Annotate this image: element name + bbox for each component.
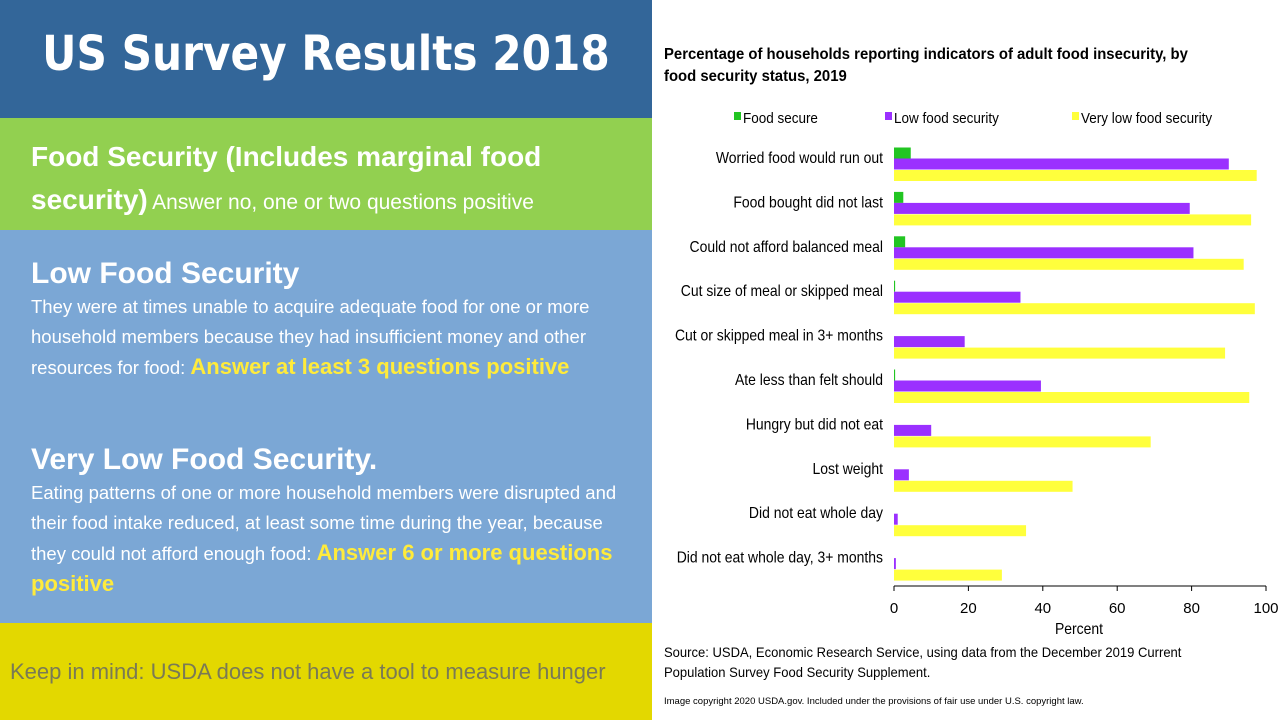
category-label-food-bought-did-not-last: Food bought did not last	[733, 195, 883, 212]
legend-swatch-food-secure	[734, 112, 741, 120]
x-tick-label-0: 0	[890, 600, 898, 617]
very-low-food-security-body: Eating patterns of one or more household…	[31, 482, 617, 564]
footer-note: Keep in mind: USDA does not have a tool …	[10, 659, 606, 684]
very-low-food-security-highlight: Answer 6 or more questions positive	[31, 540, 613, 596]
bar-very-low-food-security-cut-size-of-meal-or-skipped-meal	[894, 303, 1255, 315]
chart-copyright: Image copyright 2020 USDA.gov. Included …	[664, 696, 1084, 707]
category-label-worried-food-would-run-out: Worried food would run out	[716, 150, 883, 167]
bar-very-low-food-security-did-not-eat-whole-day-3-months	[894, 569, 1002, 581]
definitions-panel: Low Food Security They were at times una…	[0, 230, 652, 623]
bar-very-low-food-security-ate-less-than-felt-should	[894, 392, 1250, 403]
legend-swatch-low-food-security	[885, 112, 892, 120]
bar-very-low-food-security-cut-or-skipped-meal-in-3-months	[894, 347, 1226, 359]
bar-very-low-food-security-could-not-afford-balanced-meal	[894, 258, 1244, 270]
category-label-hungry-but-did-not-eat: Hungry but did not eat	[746, 417, 883, 434]
food-security-heading: Food Security (Includes marginal food se…	[31, 141, 542, 215]
food-security-note: Answer no, one or two questions positive	[152, 191, 534, 214]
bar-chart: Food secure Low food security Very low foo…	[675, 110, 1279, 638]
low-food-security-body: They were at times unable to acquire ade…	[31, 296, 590, 378]
x-tick-label-40: 40	[1034, 600, 1051, 617]
category-label-cut-or-skipped-meal-in-3-months: Cut or skipped meal in 3+ months	[675, 328, 883, 345]
bar-low-food-security-cut-or-skipped-meal-in-3-months	[894, 336, 965, 348]
bar-very-low-food-security-food-bought-did-not-last	[894, 214, 1252, 226]
footer-panel: Keep in mind: USDA does not have a tool …	[0, 623, 652, 720]
category-label-ate-less-than-felt-should: Ate less than felt should	[735, 372, 883, 389]
chart-source: Source: USDA, Economic Research Service,…	[664, 644, 1182, 680]
bar-low-food-security-cut-size-of-meal-or-skipped-meal	[894, 291, 1021, 303]
very-low-food-security-section: Very Low Food Security. Eating patterns …	[31, 442, 631, 600]
bar-low-food-security-could-not-afford-balanced-meal	[894, 247, 1194, 259]
x-tick-label-20: 20	[960, 600, 977, 617]
bar-low-food-security-did-not-eat-whole-day	[894, 513, 898, 525]
category-label-cut-size-of-meal-or-skipped-meal: Cut size of meal or skipped meal	[681, 284, 883, 301]
bar-very-low-food-security-lost-weight	[894, 480, 1073, 492]
bar-food-secure-food-bought-did-not-last	[894, 191, 904, 203]
legend-swatch-very-low-food-security	[1072, 112, 1079, 120]
bar-low-food-security-ate-less-than-felt-should	[894, 380, 1041, 392]
bar-low-food-security-hungry-but-did-not-eat	[894, 424, 932, 436]
chart-title: Percentage of households reporting indic…	[664, 46, 1188, 85]
legend-label-very-low-food-security: Very low food security	[1081, 110, 1213, 127]
low-food-security-heading: Low Food Security	[31, 257, 300, 290]
food-security-panel: Food Security (Includes marginal food se…	[0, 118, 652, 230]
bar-food-secure-could-not-afford-balanced-meal	[894, 236, 906, 248]
x-tick-label-100: 100	[1253, 600, 1278, 617]
category-label-did-not-eat-whole-day: Did not eat whole day	[749, 506, 884, 523]
bar-food-secure-cut-size-of-meal-or-skipped-meal	[894, 280, 896, 292]
bar-very-low-food-security-worried-food-would-run-out	[894, 170, 1257, 181]
x-tick-label-80: 80	[1183, 600, 1200, 617]
category-label-could-not-afford-balanced-meal: Could not afford balanced meal	[690, 239, 883, 256]
legend-label-low-food-security: Low food security	[894, 110, 1000, 127]
x-axis-label: Percent	[1055, 621, 1103, 638]
low-food-security-highlight: Answer at least 3 questions positive	[190, 354, 570, 379]
bar-food-secure-worried-food-would-run-out	[894, 147, 911, 159]
chart-panel: Percentage of households reporting indic…	[652, 0, 1280, 720]
bar-very-low-food-security-did-not-eat-whole-day	[894, 525, 1027, 537]
x-tick-label-60: 60	[1109, 600, 1126, 617]
bar-low-food-security-did-not-eat-whole-day-3-months	[894, 558, 896, 570]
bar-low-food-security-worried-food-would-run-out	[894, 158, 1229, 170]
bar-very-low-food-security-hungry-but-did-not-eat	[894, 436, 1151, 448]
bar-food-secure-ate-less-than-felt-should	[894, 369, 896, 381]
low-food-security-section: Low Food Security They were at times una…	[31, 256, 631, 383]
category-label-did-not-eat-whole-day-3-months: Did not eat whole day, 3+ months	[677, 550, 883, 567]
category-label-lost-weight: Lost weight	[812, 461, 883, 478]
legend-label-food-secure: Food secure	[743, 110, 818, 127]
bar-low-food-security-food-bought-did-not-last	[894, 202, 1190, 214]
bar-low-food-security-lost-weight	[894, 469, 909, 481]
page-title: US Survey Results 2018	[42, 26, 610, 82]
left-panel: US Survey Results 2018 Food Security (In…	[0, 0, 652, 720]
very-low-food-security-heading: Very Low Food Security.	[31, 443, 378, 476]
title-banner: US Survey Results 2018	[0, 0, 652, 118]
